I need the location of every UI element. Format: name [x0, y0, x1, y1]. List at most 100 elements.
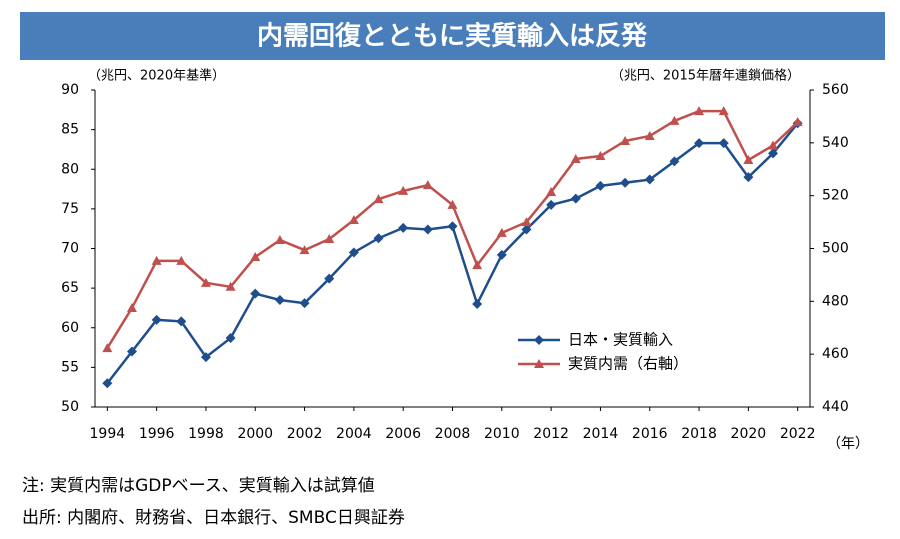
point	[546, 186, 557, 196]
point	[102, 378, 113, 389]
x-tick-label: 1998	[188, 426, 224, 442]
point	[274, 235, 285, 245]
point	[126, 346, 137, 357]
x-tick-label: 2004	[336, 426, 372, 442]
point	[620, 177, 631, 188]
point	[694, 106, 705, 116]
chart-title: 内需回復とともに実質輸入は反発	[257, 21, 648, 52]
point	[743, 172, 754, 183]
point	[620, 135, 631, 145]
x-tick-label: 2008	[435, 426, 471, 442]
point	[472, 298, 483, 309]
point	[521, 224, 532, 235]
legend-marker	[534, 359, 544, 368]
point	[792, 116, 803, 126]
point	[151, 314, 162, 325]
x-tick-label: 2014	[583, 426, 619, 442]
point	[324, 273, 335, 284]
point	[718, 106, 729, 116]
point	[669, 156, 680, 167]
point	[299, 298, 310, 309]
y2-tick-label: 520	[822, 188, 849, 204]
legend-label: 実質内需（右軸）	[568, 355, 688, 373]
point	[496, 227, 507, 237]
point	[768, 140, 779, 150]
y-axis-label: （兆円、2020年基準）	[88, 68, 225, 84]
x-axis-label: （年）	[827, 436, 869, 452]
point	[299, 245, 310, 255]
point	[225, 281, 236, 291]
y2-tick-label: 440	[822, 399, 849, 415]
point	[546, 199, 557, 210]
y-tick-label: 55	[61, 359, 79, 375]
point	[102, 343, 113, 353]
x-tick-label: 2018	[681, 426, 717, 442]
point	[176, 316, 187, 327]
point	[496, 249, 507, 260]
point	[768, 148, 779, 159]
x-tick-label: 2006	[385, 426, 421, 442]
point	[348, 214, 359, 224]
x-tick-label: 1994	[90, 426, 126, 442]
x-tick-label: 2010	[484, 426, 520, 442]
point	[521, 217, 532, 227]
point	[669, 115, 680, 125]
point	[250, 251, 261, 261]
point	[718, 138, 729, 149]
point	[644, 130, 655, 140]
point	[422, 224, 433, 235]
point	[447, 221, 458, 232]
point	[373, 233, 384, 244]
y2-tick-label: 540	[822, 135, 849, 151]
x-tick-label: 2020	[731, 426, 767, 442]
point	[324, 233, 335, 243]
y-tick-label: 85	[61, 122, 79, 138]
point	[348, 247, 359, 258]
point	[694, 138, 705, 149]
legend-label: 日本・実質輸入	[568, 331, 673, 349]
y2-axis-label: （兆円、2015年暦年連鎖価格）	[611, 68, 800, 84]
point	[398, 222, 409, 233]
point	[126, 302, 137, 312]
point	[447, 199, 458, 209]
point	[743, 155, 754, 165]
point	[570, 193, 581, 204]
point	[200, 277, 211, 287]
y-tick-label: 70	[61, 241, 79, 257]
y-tick-label: 60	[61, 320, 79, 336]
y-tick-label: 50	[61, 399, 79, 415]
x-tick-label: 2000	[237, 426, 273, 442]
y-tick-label: 80	[61, 161, 79, 177]
legend-marker	[534, 335, 544, 345]
x-tick-label: 2012	[533, 426, 569, 442]
point	[250, 288, 261, 299]
y2-tick-label: 480	[822, 293, 849, 309]
y2-tick-label: 560	[822, 82, 849, 98]
point	[422, 180, 433, 190]
point	[200, 352, 211, 363]
y-tick-label: 65	[61, 280, 79, 296]
source: 出所: 内閣府、財務省、日本銀行、SMBC日興証券	[22, 508, 405, 528]
title-banner	[20, 12, 885, 60]
x-tick-label: 2022	[780, 426, 816, 442]
y2-tick-label: 460	[822, 346, 849, 362]
point	[595, 180, 606, 191]
point	[225, 333, 236, 344]
note: 注: 実質内需はGDPベース、実質輸入は試算値	[22, 476, 375, 496]
point	[151, 255, 162, 265]
point	[595, 151, 606, 161]
point	[644, 174, 655, 185]
point	[570, 153, 581, 163]
y2-tick-label: 500	[822, 241, 849, 257]
x-tick-label: 1996	[139, 426, 175, 442]
y-tick-label: 90	[61, 82, 79, 98]
point	[398, 185, 409, 195]
x-tick-label: 2002	[287, 426, 323, 442]
point	[274, 295, 285, 306]
point	[176, 255, 187, 265]
x-tick-label: 2016	[632, 426, 668, 442]
point	[472, 260, 483, 270]
y-tick-label: 75	[61, 201, 79, 217]
point	[373, 194, 384, 204]
